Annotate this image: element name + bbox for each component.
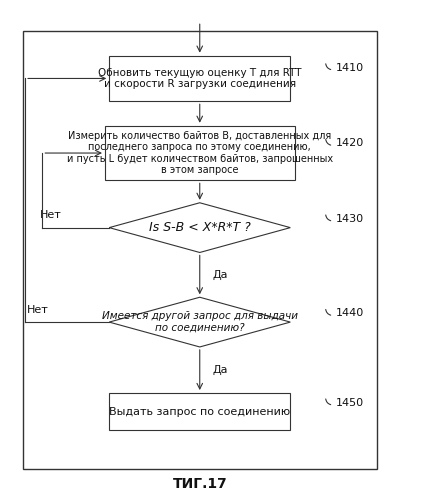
Text: 1440: 1440 [335, 308, 364, 318]
Text: 1430: 1430 [335, 214, 364, 224]
FancyBboxPatch shape [23, 31, 377, 469]
Text: Нет: Нет [27, 304, 49, 314]
Text: Да: Да [213, 270, 228, 280]
Text: Да: Да [213, 365, 228, 375]
Text: 1420: 1420 [335, 138, 364, 148]
Text: Выдать запрос по соединению: Выдать запрос по соединению [109, 406, 290, 416]
FancyBboxPatch shape [109, 393, 290, 430]
Polygon shape [109, 203, 290, 252]
FancyBboxPatch shape [109, 56, 290, 102]
Text: Нет: Нет [40, 210, 62, 220]
Text: Имеется другой запрос для выдачи
по соединению?: Имеется другой запрос для выдачи по соед… [102, 312, 298, 333]
Polygon shape [109, 297, 290, 347]
Text: 1450: 1450 [335, 398, 364, 407]
Text: Обновить текущую оценку T для RTT
и скорости R загрузки соединения: Обновить текущую оценку T для RTT и скор… [98, 68, 302, 90]
Text: Измерить количество байтов B, доставленных для
последнего запроса по этому соеди: Измерить количество байтов B, доставленн… [67, 130, 333, 176]
FancyBboxPatch shape [105, 126, 295, 180]
Text: Is S-B < X*R*T ?: Is S-B < X*R*T ? [149, 221, 250, 234]
Text: ΤИГ.17: ΤИГ.17 [172, 476, 227, 490]
Text: 1410: 1410 [335, 62, 364, 72]
